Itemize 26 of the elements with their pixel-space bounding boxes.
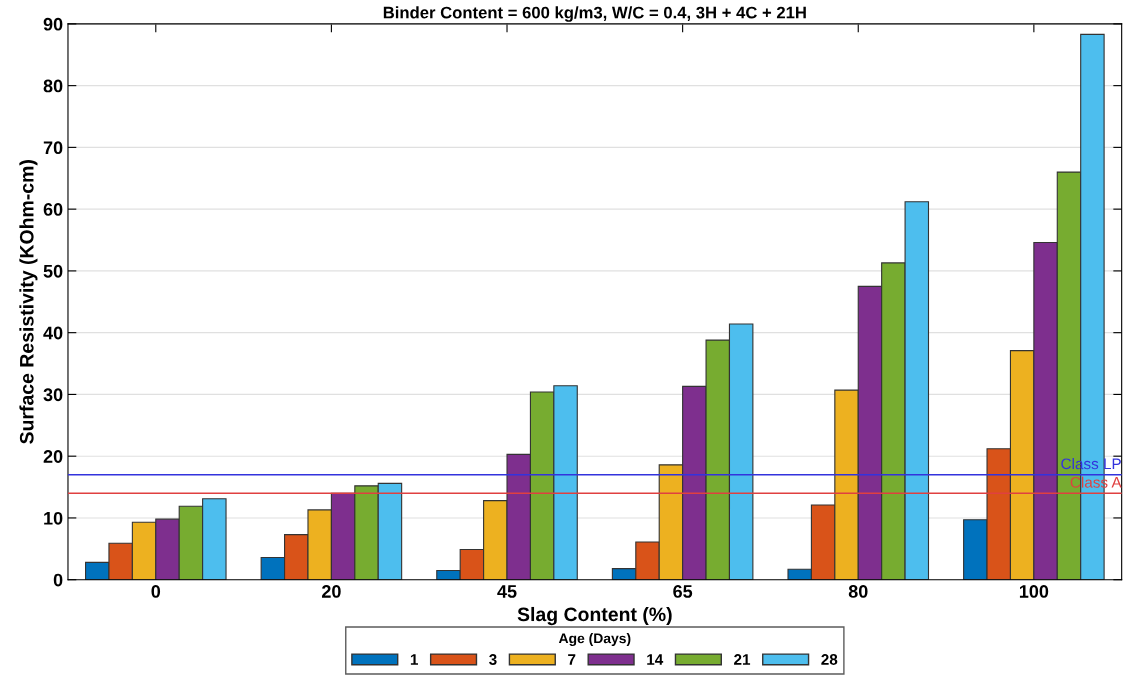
x-tick-label: 100 — [1019, 585, 1049, 598]
x-tick-label: 65 — [673, 585, 693, 598]
x-tick-label: 0 — [151, 585, 161, 598]
legend-label: 14 — [647, 654, 664, 665]
legend-label: 3 — [489, 654, 497, 665]
legend-label: 28 — [821, 654, 838, 665]
x-tick-label: 45 — [497, 585, 517, 598]
chart-title: Binder Content = 600 kg/m3, W/C = 0.4, 3H + 4C + 21H — [383, 6, 806, 22]
legend-title: Age (Days) — [558, 633, 631, 647]
x-tick-label: 20 — [321, 585, 341, 598]
y-tick-label: 50 — [43, 264, 63, 278]
x-tick-label: 80 — [848, 585, 868, 598]
y-tick-label: 80 — [43, 79, 63, 93]
y-tick-label: 60 — [43, 203, 63, 216]
legend-label: 21 — [734, 654, 751, 665]
y-tick-label: 70 — [43, 141, 63, 155]
legend-label: 7 — [568, 654, 576, 665]
y-tick-label: 40 — [43, 326, 63, 340]
x-axis-title: Slag Content (%) — [517, 606, 672, 626]
y-tick-label: 0 — [53, 573, 63, 587]
y-tick-label: 30 — [43, 388, 63, 402]
y-tick-label: 90 — [43, 17, 63, 31]
legend-label: 1 — [410, 654, 418, 665]
y-axis-title: Surface Resistivity (KOhm-cm) — [19, 160, 38, 444]
y-tick-label: 20 — [43, 450, 63, 463]
y-tick-label: 10 — [44, 511, 63, 525]
